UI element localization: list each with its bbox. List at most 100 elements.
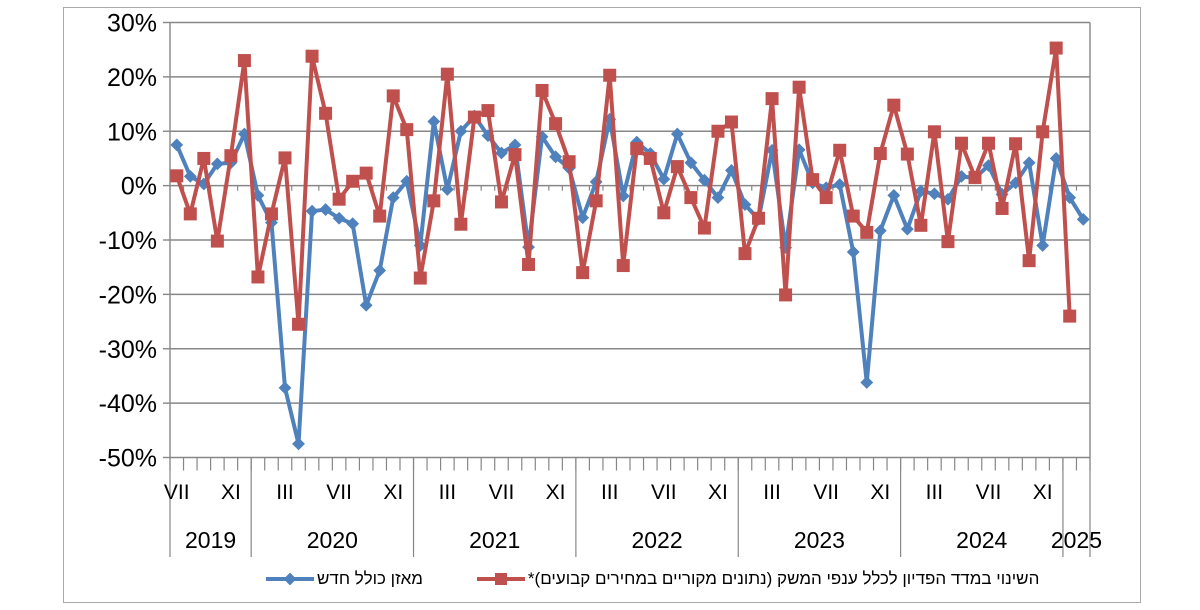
data-point — [332, 192, 346, 206]
data-point — [413, 271, 427, 285]
month-label: XI — [546, 481, 566, 504]
data-point — [887, 189, 901, 202]
month-label: III — [276, 481, 294, 504]
data-point — [251, 270, 265, 284]
data-point — [278, 151, 292, 165]
data-point — [873, 147, 887, 161]
data-point — [711, 124, 725, 138]
data-point — [373, 209, 387, 223]
y-axis-labels: 30% 20% 10% 0% -10% -20% -30% -40% -50% — [99, 10, 157, 473]
data-point — [494, 195, 508, 209]
data-point — [427, 194, 441, 208]
data-point — [697, 221, 711, 235]
data-point — [738, 247, 752, 261]
month-label: VII — [489, 481, 515, 504]
data-point — [833, 178, 847, 191]
data-point — [576, 266, 590, 280]
y-axis-tick-label: -50% — [99, 445, 157, 473]
data-point — [495, 146, 508, 160]
legend-label-balance: מאזן כולל חדש — [317, 569, 423, 588]
data-point — [508, 148, 522, 162]
x-axis-year-labels: 2019 2020 2021 2022 2023 2024 2025 — [185, 527, 1102, 553]
blue-line-diamond-icon — [266, 572, 314, 586]
data-point — [657, 206, 671, 220]
data-point — [616, 259, 630, 273]
data-point — [427, 115, 441, 128]
legend-item-balance: מאזן כולל חדש — [266, 569, 423, 589]
data-point — [224, 149, 238, 163]
data-point — [373, 264, 387, 277]
data-point — [643, 151, 657, 165]
month-label: XI — [870, 481, 890, 504]
month-label: III — [763, 481, 781, 504]
y-axis-tick-label: 30% — [107, 10, 157, 38]
x-axis-ticks — [169, 185, 1091, 471]
chart-outer-border — [63, 7, 1141, 603]
data-point — [589, 194, 603, 208]
axes — [169, 22, 1091, 458]
red-line-square-icon — [476, 573, 525, 585]
data-point — [982, 136, 996, 150]
month-label: VII — [326, 481, 352, 504]
month-label: III — [601, 481, 619, 504]
data-point — [779, 288, 793, 302]
data-point — [914, 218, 928, 232]
month-label: XI — [221, 481, 241, 504]
legend-item-revenue-index: השינוי במדד הפדיון לכלל ענפי המשק (נתוני… — [476, 569, 1039, 589]
data-point — [292, 437, 305, 451]
data-point — [386, 89, 400, 103]
x-axis-month-labels: VII XI III VII XI III VII XI III VII XI III VII XI III… — [164, 481, 1053, 504]
data-point — [305, 204, 319, 218]
data-point — [1063, 191, 1077, 204]
y-axis-tick-label: -30% — [99, 336, 157, 364]
data-point — [440, 67, 454, 81]
data-point — [440, 183, 454, 196]
series-line — [174, 114, 1086, 446]
data-point — [900, 147, 914, 161]
y-axis-tick-label: 20% — [107, 64, 157, 92]
year-label: 2022 — [631, 527, 682, 553]
data-point — [1036, 239, 1050, 252]
data-point — [711, 191, 725, 204]
data-point — [400, 174, 414, 188]
data-point — [278, 381, 292, 395]
month-label: XI — [383, 481, 403, 504]
y-axis-tick-label: -20% — [99, 281, 157, 309]
data-point — [806, 173, 820, 187]
data-point — [549, 117, 563, 131]
year-label: 2024 — [956, 527, 1007, 553]
data-point — [765, 92, 779, 106]
data-point — [292, 317, 306, 331]
month-label: III — [439, 481, 457, 504]
data-point — [968, 170, 982, 184]
data-point — [954, 136, 968, 150]
data-point — [846, 209, 860, 223]
data-point — [319, 106, 333, 120]
data-point — [319, 203, 332, 216]
month-label: VII — [976, 481, 1002, 504]
year-label: 2023 — [794, 527, 845, 553]
year-label: 2025 — [1051, 527, 1102, 553]
data-point — [819, 191, 833, 205]
data-point — [183, 207, 197, 221]
month-label: XI — [708, 481, 728, 504]
data-point — [305, 49, 319, 63]
data-point — [1049, 41, 1063, 55]
y-axis-tick-label: -10% — [99, 227, 157, 255]
data-point — [657, 172, 671, 186]
data-point — [238, 127, 251, 141]
data-point — [1022, 156, 1036, 170]
data-point — [210, 234, 224, 248]
data-point — [183, 169, 197, 183]
data-point — [1036, 125, 1050, 139]
data-point — [454, 124, 468, 138]
data-point — [995, 201, 1009, 215]
data-point — [887, 98, 901, 112]
data-point — [562, 155, 576, 169]
series-revenue-index-line — [170, 41, 1077, 331]
year-label: 2019 — [185, 527, 236, 553]
month-label: III — [926, 481, 944, 504]
data-point — [170, 169, 184, 183]
data-point — [264, 207, 278, 221]
